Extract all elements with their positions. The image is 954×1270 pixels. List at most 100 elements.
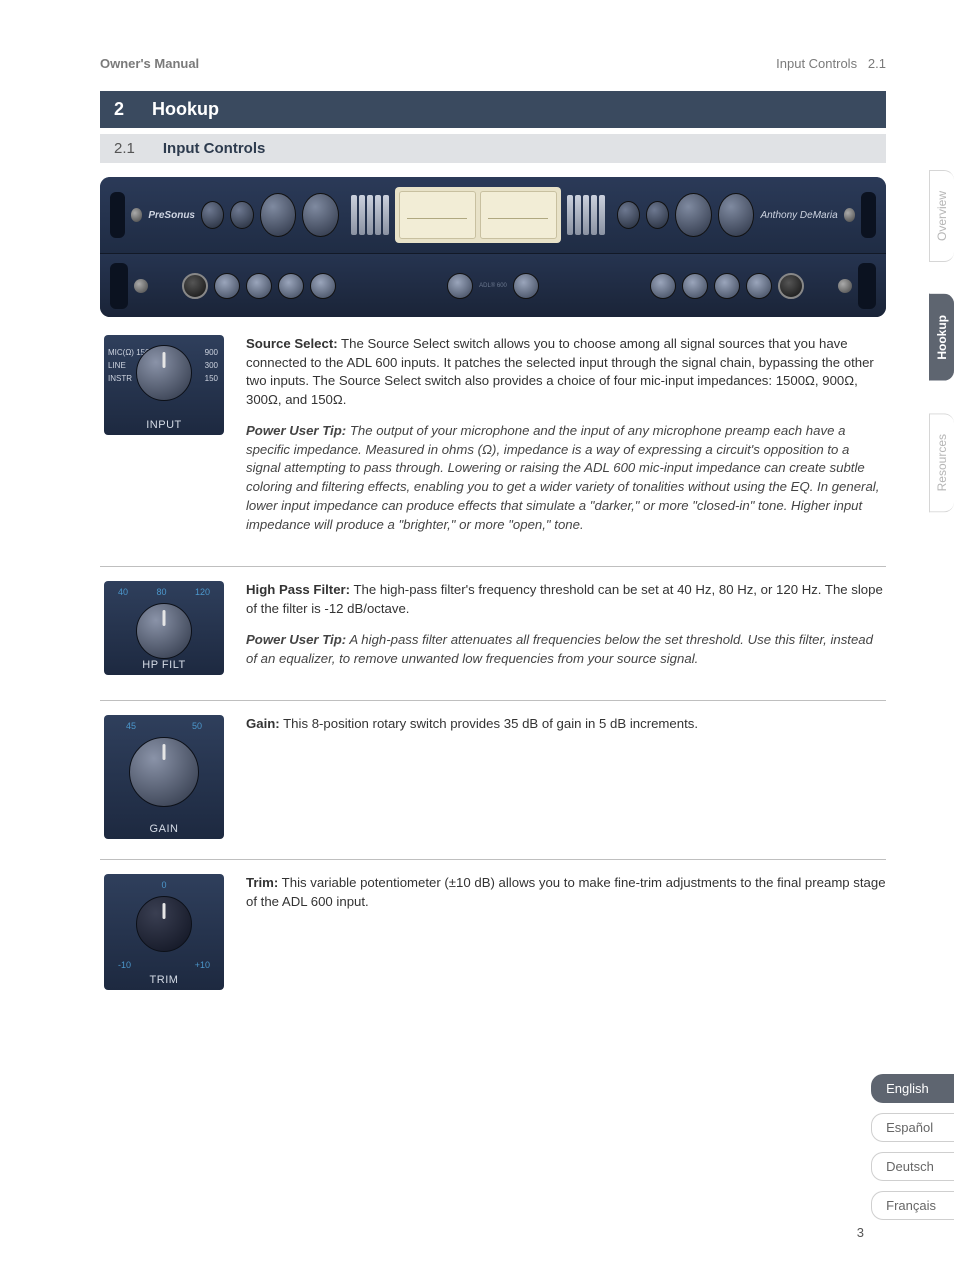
header-section-label: Input Controls	[776, 56, 857, 71]
thumb-col: 45 50 GAIN	[100, 715, 228, 839]
knob-icon	[136, 345, 192, 401]
knob-icon	[136, 896, 192, 952]
lang-english[interactable]: English	[871, 1074, 954, 1103]
section-number: 2	[114, 99, 124, 120]
power-button	[513, 273, 539, 299]
trim-para: Trim: This variable potentiometer (±10 d…	[246, 874, 886, 911]
tick: 45	[126, 721, 136, 731]
tick: 80	[156, 587, 166, 597]
lang-espanol[interactable]: Español	[871, 1113, 954, 1142]
rack-handle	[110, 192, 125, 238]
trim-knob-figure: 0 -10 +10 TRIM	[104, 874, 224, 990]
vent-icon	[351, 195, 389, 235]
trim-body: This variable potentiometer (±10 dB) all…	[246, 875, 886, 909]
tab-resources[interactable]: Resources	[929, 413, 954, 512]
header-section-num: 2.1	[868, 56, 886, 71]
text-col: Gain: This 8-position rotary switch prov…	[246, 715, 886, 839]
lang-deutsch[interactable]: Deutsch	[871, 1152, 954, 1181]
hp-knob	[230, 201, 253, 229]
subsection-heading: 2.1 Input Controls	[100, 134, 886, 163]
gain-knob-r	[675, 193, 712, 237]
thumb-caption: HP FILT	[104, 659, 224, 671]
source-para: Source Select: The Source Select switch …	[246, 335, 886, 410]
thumb-caption: INPUT	[104, 419, 224, 431]
vu-meters	[395, 187, 561, 243]
model-label: ADL® 600	[479, 283, 507, 289]
tab-overview[interactable]: Overview	[929, 170, 954, 262]
tip-body: The output of your microphone and the in…	[246, 423, 879, 532]
block-gain: 45 50 GAIN Gain: This 8-position rotary …	[100, 700, 886, 849]
polarity-button-r	[682, 273, 708, 299]
instrument-jack	[182, 273, 208, 299]
input-knob	[201, 201, 224, 229]
rack-handle	[110, 263, 128, 309]
source-lead: Source Select:	[246, 336, 338, 351]
language-tabs: English Español Deutsch Français	[871, 1074, 954, 1220]
hpf-lead: High Pass Filter:	[246, 582, 350, 597]
pad-button-r	[714, 273, 740, 299]
section-tabs: Overview Hookup Resources	[929, 170, 954, 512]
thumb-col: MIC(Ω) 1500 LINE INSTR 900 300 150 INPUT	[100, 335, 228, 546]
tick: 40	[118, 587, 128, 597]
vu-left	[399, 191, 476, 239]
subsection-number: 2.1	[114, 140, 135, 157]
source-body: The Source Select switch allows you to c…	[246, 336, 874, 407]
hpf-knob-figure: 40 80 120 HP FILT	[104, 581, 224, 675]
vu-right	[480, 191, 557, 239]
vent-icon	[567, 195, 605, 235]
rack-handle	[858, 263, 876, 309]
trim-lead: Trim:	[246, 875, 278, 890]
input-knob-figure: MIC(Ω) 1500 LINE INSTR 900 300 150 INPUT	[104, 335, 224, 435]
device-bottom-row: ADL® 600	[100, 253, 886, 317]
trim-ticks-bottom: -10 +10	[104, 960, 224, 970]
header-breadcrumb: Input Controls 2.1	[776, 56, 886, 71]
text-col: High Pass Filter: The high-pass filter's…	[246, 581, 886, 680]
text-col: Source Select: The Source Select switch …	[246, 335, 886, 546]
brand-label: PreSonus	[148, 210, 195, 221]
rack-handle	[861, 192, 876, 238]
screw-icon	[844, 208, 856, 222]
polarity-button	[246, 273, 272, 299]
trim-ticks-top: 0	[104, 880, 224, 890]
device-panel-figure: PreSonus Anthony DeMaria	[100, 177, 886, 317]
phantom-button-r	[650, 273, 676, 299]
subsection-title: Input Controls	[163, 140, 265, 157]
gain-body: This 8-position rotary switch provides 3…	[280, 716, 698, 731]
gain-para: Gain: This 8-position rotary switch prov…	[246, 715, 886, 734]
header-title: Owner's Manual	[100, 56, 199, 71]
page-number: 3	[857, 1225, 864, 1240]
gain-knob-figure: 45 50 GAIN	[104, 715, 224, 839]
section-heading: 2 Hookup	[100, 91, 886, 128]
hpf-tip: Power User Tip: A high-pass filter atten…	[246, 631, 886, 668]
input-right-labels: 900 300 150	[205, 347, 218, 385]
hp-knob-r	[646, 201, 669, 229]
gain-knob	[260, 193, 297, 237]
tick: -10	[118, 960, 131, 970]
screw-icon	[838, 279, 852, 293]
phantom-button	[214, 273, 240, 299]
tick: 0	[161, 880, 166, 890]
tick: 120	[195, 587, 210, 597]
tick: +10	[195, 960, 210, 970]
lang-francais[interactable]: Français	[871, 1191, 954, 1220]
knob-icon	[129, 737, 199, 807]
source-tip: Power User Tip: The output of your micro…	[246, 422, 886, 534]
device-top-row: PreSonus Anthony DeMaria	[100, 177, 886, 253]
hpf-ticks: 40 80 120	[104, 587, 224, 597]
thumb-col: 40 80 120 HP FILT	[100, 581, 228, 680]
thumb-caption: TRIM	[104, 974, 224, 986]
text-col: Trim: This variable potentiometer (±10 d…	[246, 874, 886, 990]
pad-button	[278, 273, 304, 299]
section-title: Hookup	[152, 99, 219, 120]
trim-knob	[302, 193, 339, 237]
instrument-jack-r	[778, 273, 804, 299]
input-knob-r	[617, 201, 640, 229]
hpfilter-button	[310, 273, 336, 299]
tab-hookup[interactable]: Hookup	[929, 294, 954, 381]
hpf-para: High Pass Filter: The high-pass filter's…	[246, 581, 886, 618]
manual-page: Owner's Manual Input Controls 2.1 2 Hook…	[0, 0, 954, 1270]
block-hpf: 40 80 120 HP FILT High Pass Filter: The …	[100, 566, 886, 690]
signature-label: Anthony DeMaria	[760, 210, 837, 221]
thumb-col: 0 -10 +10 TRIM	[100, 874, 228, 990]
knob-icon	[136, 603, 192, 659]
